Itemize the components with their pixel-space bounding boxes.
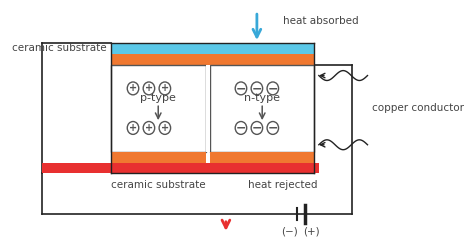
Circle shape — [251, 82, 263, 95]
Circle shape — [127, 122, 139, 134]
Circle shape — [267, 82, 279, 95]
Bar — [210, 152, 314, 163]
Bar — [111, 54, 314, 65]
Circle shape — [235, 122, 246, 134]
Text: n-type: n-type — [244, 93, 280, 103]
Text: copper conductor: copper conductor — [372, 103, 464, 113]
Bar — [111, 65, 206, 152]
Text: −: − — [252, 122, 262, 135]
Circle shape — [159, 122, 171, 134]
Text: +: + — [145, 83, 153, 93]
Text: ceramic substrate: ceramic substrate — [12, 43, 107, 53]
Circle shape — [127, 82, 139, 95]
Bar — [111, 152, 206, 163]
Text: p-type: p-type — [140, 93, 176, 103]
Text: −: − — [252, 82, 262, 95]
Circle shape — [235, 82, 246, 95]
Text: −: − — [267, 82, 278, 95]
Text: −: − — [267, 122, 278, 135]
Circle shape — [267, 122, 279, 134]
Bar — [111, 43, 314, 54]
Text: −: − — [236, 82, 246, 95]
Bar — [206, 65, 210, 152]
Text: heat rejected: heat rejected — [248, 180, 318, 190]
Circle shape — [143, 122, 155, 134]
Circle shape — [143, 82, 155, 95]
Circle shape — [159, 82, 171, 95]
Circle shape — [251, 122, 263, 134]
Text: +: + — [129, 83, 137, 93]
Bar — [42, 163, 319, 173]
Bar — [210, 65, 314, 152]
Text: heat absorbed: heat absorbed — [283, 16, 359, 26]
Text: +: + — [129, 123, 137, 133]
Text: −: − — [236, 122, 246, 135]
Text: +: + — [161, 83, 169, 93]
Text: (−): (−) — [281, 227, 298, 237]
Text: +: + — [145, 123, 153, 133]
Text: ceramic substrate: ceramic substrate — [111, 180, 206, 190]
Text: (+): (+) — [303, 227, 320, 237]
Text: +: + — [161, 123, 169, 133]
